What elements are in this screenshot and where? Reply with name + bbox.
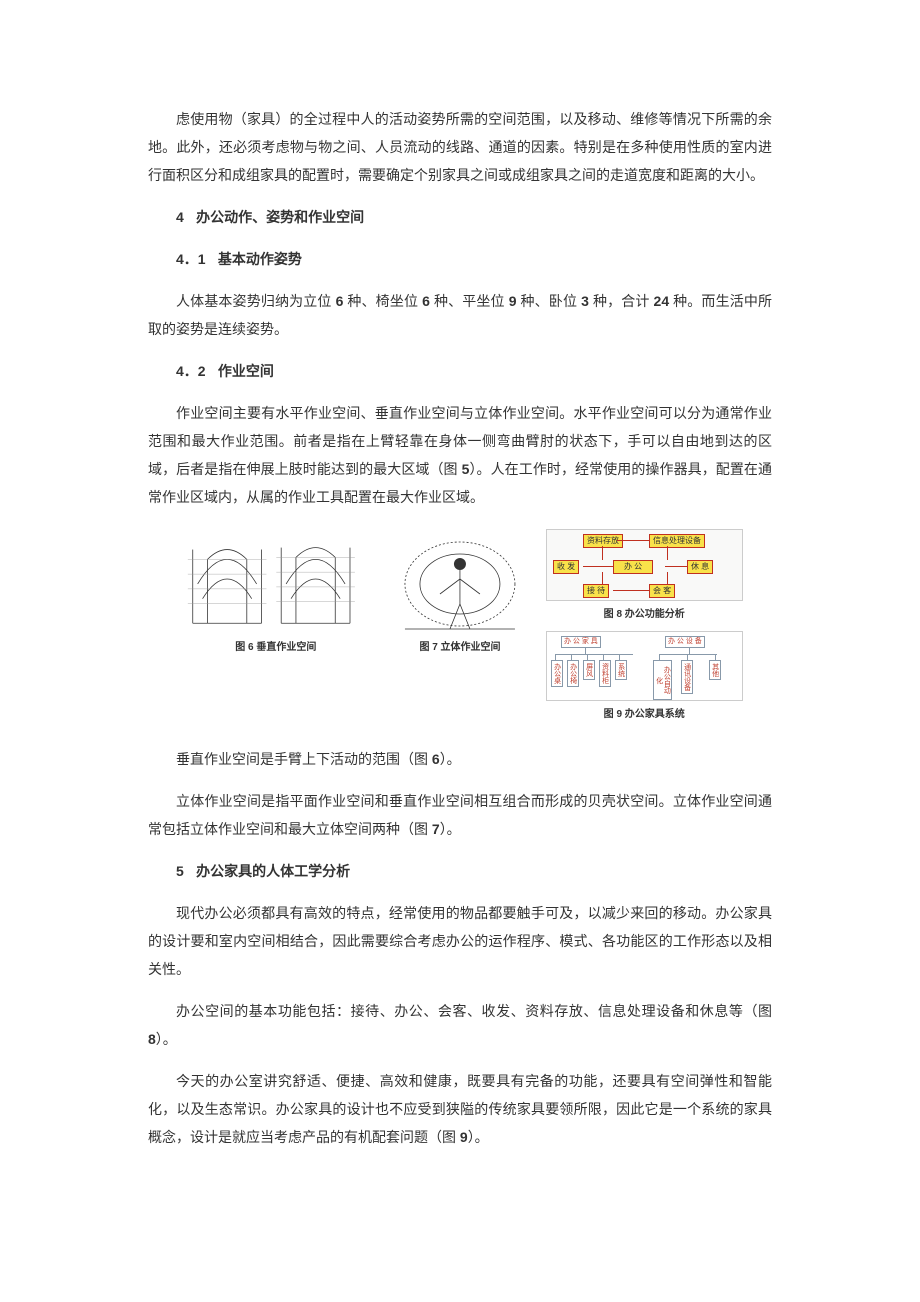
fig9-node-h: 其他: [709, 660, 721, 680]
fig8-node-office: 办 公: [613, 560, 653, 574]
fig8-node-info: 信息处理设备: [649, 534, 705, 548]
figure-9: 办 公 家 具 办 公 设 备: [546, 631, 743, 725]
paragraph-intro: 虑使用物（家具）的全过程中人的活动姿势所需的空间范围，以及移动、维修等情况下所需…: [148, 105, 772, 189]
figure-7-image: [384, 529, 536, 634]
heading-4-text: 办公动作、姿势和作业空间: [196, 209, 364, 225]
heading-5-text: 办公家具的人体工学分析: [196, 863, 350, 879]
fig9-node-furn: 办 公 家 具: [561, 636, 601, 648]
heading-4-2-text: 作业空间: [218, 363, 274, 379]
fig8-node-guest: 会 客: [649, 584, 675, 598]
heading-4-1: 4．1 基本动作姿势: [148, 245, 772, 273]
heading-4-2-num: 4．2: [176, 363, 206, 379]
fig9-node-e: 系统: [615, 660, 627, 680]
heading-4-1-num: 4．1: [176, 251, 206, 267]
paragraph-modern-office: 今天的办公室讲究舒适、便捷、高效和健康，既要具有完备的功能，还要具有空间弹性和智…: [148, 1067, 772, 1151]
figure-9-diagram: 办 公 家 具 办 公 设 备: [546, 631, 743, 701]
figure-8-diagram: 资料存放 信息处理设备 收 发 办 公 休 息 接 待 会 客: [546, 529, 743, 601]
fig9-node-g: 通讯设备: [681, 660, 693, 694]
figure-7-caption: 图 7 立体作业空间: [384, 638, 536, 658]
fig9-node-a: 办公桌: [551, 660, 563, 687]
heading-4-1-text: 基本动作姿势: [218, 251, 302, 267]
paragraph-functions: 办公空间的基本功能包括：接待、办公、会客、收发、资料存放、信息处理设备和休息等（…: [148, 997, 772, 1053]
fig9-node-d: 资料柜: [599, 660, 611, 687]
heading-4-2: 4．2 作业空间: [148, 357, 772, 385]
figure-6-image: [178, 529, 375, 634]
paragraph-3d: 立体作业空间是指平面作业空间和垂直作业空间相互组合而形成的贝壳状空间。立体作业空…: [148, 787, 772, 843]
heading-5-num: 5: [176, 863, 184, 879]
heading-4: 4 办公动作、姿势和作业空间: [148, 203, 772, 231]
figure-6: 图 6 垂直作业空间: [178, 529, 375, 725]
figure-9-caption: 图 9 办公家具系统: [546, 705, 743, 725]
figure-block: 图 6 垂直作业空间: [178, 529, 743, 725]
fig8-node-recv: 收 发: [553, 560, 579, 574]
heading-5: 5 办公家具的人体工学分析: [148, 857, 772, 885]
paragraph-ergonomics: 现代办公必须都具有高效的特点，经常使用的物品都要触手可及，以减少来回的移动。办公…: [148, 899, 772, 983]
figure-8-caption: 图 8 办公功能分析: [546, 605, 743, 625]
fig9-node-f: 办公自动化: [653, 660, 672, 700]
heading-4-num: 4: [176, 209, 184, 225]
figure-6-caption: 图 6 垂直作业空间: [178, 638, 375, 658]
fig8-node-meet: 接 待: [583, 584, 609, 598]
paragraph-vertical: 垂直作业空间是手臂上下活动的范围（图 6）。: [148, 745, 772, 773]
figure-7: 图 7 立体作业空间: [384, 529, 536, 725]
fig9-node-c: 屏风: [583, 660, 595, 680]
paragraph-workspace: 作业空间主要有水平作业空间、垂直作业空间与立体作业空间。水平作业空间可以分为通常…: [148, 399, 772, 511]
figure-8: 资料存放 信息处理设备 收 发 办 公 休 息 接 待 会 客: [546, 529, 743, 625]
fig8-node-rest: 休 息: [687, 560, 713, 574]
fig9-node-b: 办公椅: [567, 660, 579, 687]
fig9-node-equip: 办 公 设 备: [665, 636, 705, 648]
paragraph-postures: 人体基本姿势归纳为立位 6 种、椅坐位 6 种、平坐位 9 种、卧位 3 种，合…: [148, 287, 772, 343]
